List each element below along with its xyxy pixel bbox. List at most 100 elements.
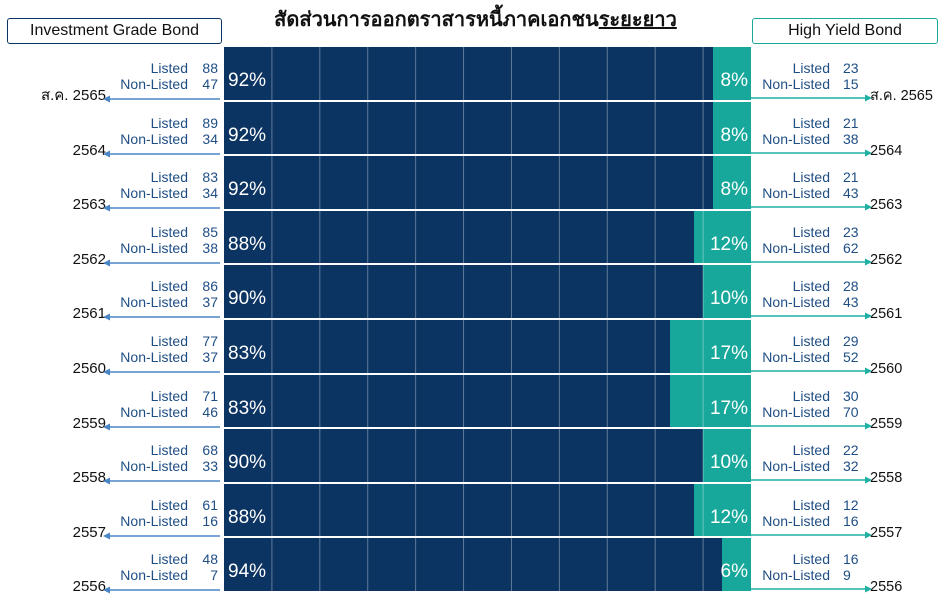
ig-listed-count: Listed 83: [96, 169, 218, 185]
arrow-head: [103, 532, 110, 540]
investment-grade-bar: [224, 429, 704, 482]
ig-listed-count: Listed 48: [96, 551, 218, 567]
left-arrow-icon: [103, 586, 220, 594]
high-yield-percent-label: 12%: [710, 506, 748, 530]
non-listed-label: Non-Listed: [120, 130, 188, 147]
investment-grade-percent-label: 92%: [228, 178, 266, 202]
listed-value: 21: [843, 114, 859, 131]
investment-grade-percent-label: 90%: [228, 287, 266, 311]
listed-value: 89: [202, 114, 218, 131]
arrow-head: [103, 423, 110, 431]
percent-unit: %: [249, 233, 267, 255]
high-yield-bar: [693, 483, 751, 537]
hy-non-listed-count: Non-Listed 38: [752, 131, 872, 147]
left-arrow-icon: [103, 259, 220, 267]
hy-non-listed-count: Non-Listed 52: [752, 349, 872, 365]
year-label-right: 2559: [870, 415, 903, 432]
arrow-head: [865, 94, 872, 102]
year-label-left: 2558: [72, 469, 106, 487]
investment-grade-bar: [224, 265, 704, 318]
hy-listed-count: Listed 12: [752, 497, 872, 513]
year-label-left: 2559: [72, 414, 106, 432]
percent-value: 8: [720, 124, 732, 146]
percent-unit: %: [249, 70, 267, 91]
hy-non-listed-count: Non-Listed 62: [752, 240, 872, 256]
arrow-head: [103, 150, 110, 158]
year-label-right: 2561: [870, 306, 903, 323]
percent-unit: %: [249, 506, 267, 528]
right-arrow-icon: [751, 585, 872, 593]
chart-title: สัดส่วนการออกตราสารหนี้ภาคเอกชนระยะยาว: [4, 7, 943, 33]
ig-listed-count: Listed 86: [96, 278, 218, 294]
listed-value: 29: [843, 333, 859, 349]
listed-value: 23: [843, 223, 859, 240]
percent-value: 12: [709, 233, 732, 255]
non-listed-value: 43: [843, 185, 859, 202]
percent-unit: %: [249, 288, 267, 310]
chart-title-emphasis: ระยะยาว: [598, 9, 677, 31]
listed-label: Listed: [792, 551, 830, 568]
investment-grade-bar: [224, 483, 694, 537]
year-label-left: ส.ค. 2565: [40, 87, 106, 104]
listed-label: Listed: [792, 60, 830, 76]
year-label-left: 2560: [72, 360, 106, 377]
percent-unit: %: [731, 124, 748, 146]
bar-row: 92% 8% Listed 83 Non-Listed 34 Listed 21 Non-Lis…: [0, 155, 943, 213]
ig-listed-count: Listed 71: [96, 388, 218, 404]
investment-grade-percent-label: 92%: [228, 124, 266, 148]
percent-value: 17: [709, 343, 732, 364]
listed-label: Listed: [792, 442, 830, 459]
arrow-head: [865, 531, 872, 539]
bar-row: 92% 8% Listed 88 Non-Listed 47 Listed 23 Non-Lis…: [0, 46, 943, 104]
non-listed-value: 62: [843, 239, 859, 256]
hy-listed-count: Listed 28: [752, 278, 872, 294]
percent-value: 8: [720, 70, 732, 91]
high-yield-bar: [669, 320, 751, 373]
high-yield-bar: [669, 374, 751, 428]
hy-non-listed-count: Non-Listed 70: [752, 404, 872, 420]
non-listed-value: 38: [202, 239, 218, 256]
arrow-head: [865, 585, 872, 593]
percent-value: 92: [228, 179, 250, 201]
year-label-right: 2557: [870, 524, 903, 541]
bar-row: 94% 6% Listed 48 Non-Listed 7 Listed 16 Non-List…: [0, 537, 943, 595]
investment-grade-bar: [224, 156, 713, 209]
investment-grade-percent-label: 88%: [228, 506, 266, 530]
arrow-head: [103, 259, 110, 267]
year-label-right: 2562: [870, 251, 903, 268]
ig-non-listed-count: Non-Listed 37: [96, 349, 218, 365]
listed-value: 21: [843, 169, 859, 186]
percent-value: 83: [228, 343, 250, 364]
listed-value: 30: [843, 387, 859, 404]
listed-label: Listed: [792, 333, 830, 349]
arrow-head: [865, 476, 872, 484]
right-arrow-icon: [751, 258, 872, 266]
ig-listed-count: Listed 68: [96, 442, 218, 458]
arrow-head: [103, 313, 110, 321]
year-label-right: 2558: [870, 470, 903, 487]
listed-label: Listed: [150, 169, 188, 186]
year-label-right: ส.ค. 2565: [870, 88, 933, 104]
high-yield-percent-label: 8%: [721, 178, 748, 202]
percent-value: 92: [228, 70, 250, 91]
bar-row: 90% 10% Listed 68 Non-Listed 33 Listed 22 Non-Li…: [0, 428, 943, 486]
high-yield-bar: [712, 47, 751, 100]
high-yield-percent-label: 8%: [721, 124, 748, 148]
left-arrow-icon: [103, 532, 220, 540]
legend-high-yield: High Yield Bond: [752, 18, 938, 44]
left-arrow-icon: [103, 150, 220, 158]
bar-row: 92% 8% Listed 89 Non-Listed 34 Listed 21 Non-Lis…: [0, 101, 943, 159]
high-yield-percent-label: 12%: [710, 233, 748, 257]
percent-unit: %: [249, 124, 267, 146]
arrow-head: [103, 204, 110, 212]
percent-unit: %: [731, 233, 748, 255]
year-label-left: 2561: [72, 305, 106, 323]
bar-row: 83% 17% Listed 71 Non-Listed 46 Listed 30 Non-Li…: [0, 374, 943, 432]
listed-value: 12: [843, 496, 859, 513]
listed-value: 77: [202, 333, 218, 349]
high-yield-percent-label: 6%: [721, 560, 748, 584]
high-yield-percent-label: 17%: [710, 397, 748, 421]
investment-grade-bar: [224, 101, 713, 155]
year-label-right: 2556: [870, 579, 903, 596]
non-listed-value: 7: [210, 567, 218, 584]
